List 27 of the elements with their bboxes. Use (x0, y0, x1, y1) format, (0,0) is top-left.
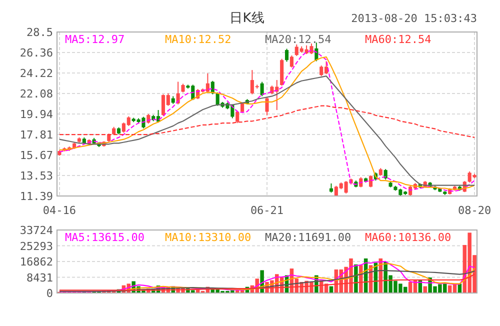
y-tick-label: 28.5 (26, 26, 53, 39)
text: MA10:13310.00 (165, 231, 252, 244)
y-tick-label: 8431 (26, 271, 53, 284)
y-tick-label: 13.53 (20, 169, 53, 182)
text: MA20:12.54 (265, 33, 332, 46)
y-tick-label: 15.67 (20, 148, 53, 162)
text: MA60:10136.00 (365, 231, 452, 244)
y-tick-label: 25293 (20, 240, 53, 253)
x-tick-label: 08-20 (458, 204, 492, 217)
y-tick-label: 11.39 (20, 190, 53, 203)
x-tick-label: 06-21 (250, 204, 284, 217)
y-tick-label: 24.22 (20, 67, 53, 80)
x-tick-label: 04-16 (42, 204, 76, 217)
y-tick-label: 33724 (20, 224, 54, 237)
text: MA60:12.54 (365, 33, 432, 46)
chart-title: 日K线 (230, 11, 264, 26)
y-tick-label: 0 (46, 287, 53, 300)
text: MA5:13615.00 (65, 231, 144, 244)
y-tick-label: 16862 (20, 256, 53, 268)
text: MA5:12.97 (65, 33, 125, 46)
text: MA20:11691.00 (265, 231, 352, 244)
y-tick-label: 22.08 (20, 88, 53, 101)
text: 2013-08-20 15:03:43 (351, 12, 477, 25)
y-tick-label: 19.94 (20, 108, 54, 122)
y-tick-label: 26.36 (20, 46, 53, 60)
y-tick-label: 17.81 (20, 128, 53, 142)
text: MA10:12.52 (165, 33, 232, 46)
